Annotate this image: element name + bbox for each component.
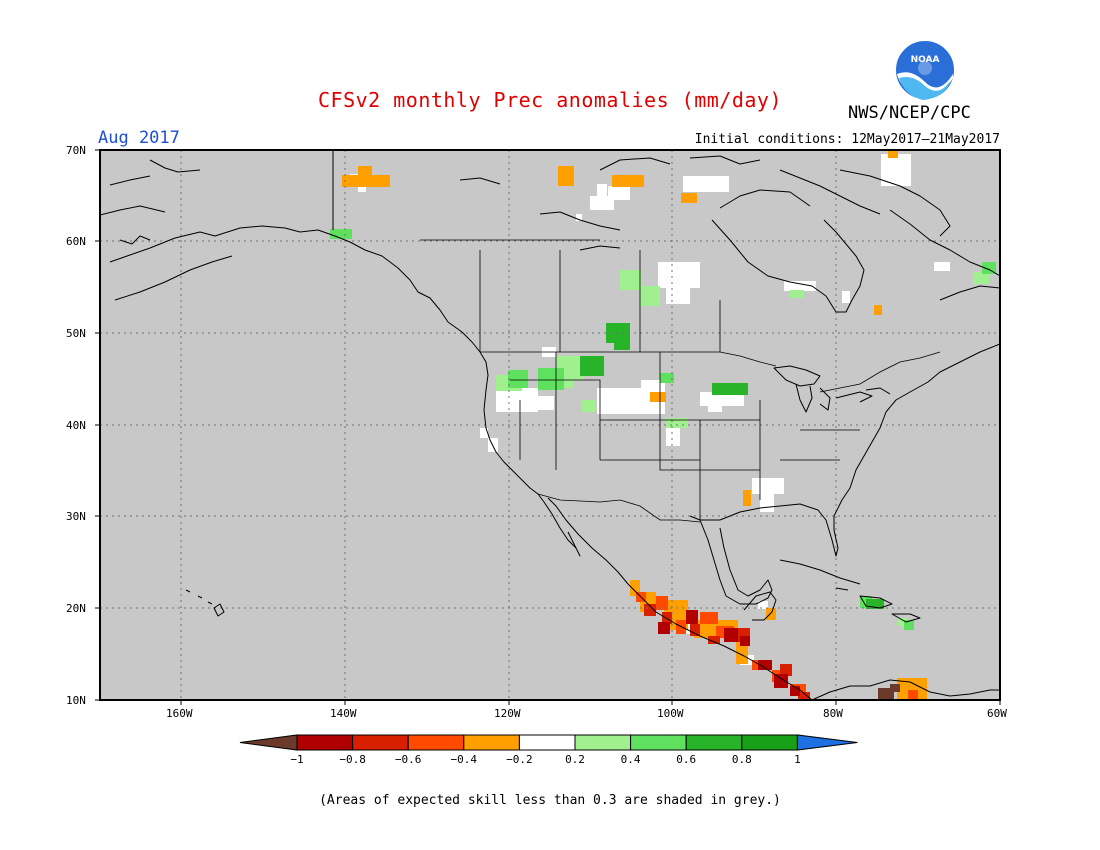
- tick-marks: [95, 149, 1001, 705]
- gridlines: [100, 150, 1000, 700]
- colorbar-tick-label: −0.4: [451, 753, 478, 766]
- forecast-month: Aug 2017: [98, 128, 180, 148]
- colorbar-segment: [574, 734, 632, 751]
- colorbar-segment: [352, 734, 409, 751]
- agency-label: NWS/NCEP/CPC: [848, 103, 971, 123]
- coastlines: [100, 150, 1000, 700]
- initial-conditions: Initial conditions: 12May2017–21May2017: [694, 132, 1000, 147]
- map-title: CFSv2 monthly Prec anomalies (mm/day): [317, 88, 783, 112]
- lat-label: 60N: [66, 235, 86, 248]
- colorbar-segment: [630, 734, 687, 751]
- lon-label: 160W: [166, 707, 193, 720]
- colorbar-arrow-low: [239, 734, 298, 751]
- anomaly-cells: [330, 150, 996, 700]
- lat-label: 50N: [66, 327, 86, 340]
- lon-label: 100W: [657, 707, 684, 720]
- colorbar-tick-label: −0.2: [506, 753, 533, 766]
- lon-label: 140W: [330, 707, 357, 720]
- lat-label: 20N: [66, 602, 86, 615]
- colorbar-tick-label: 0.8: [732, 753, 752, 766]
- lon-label: 120W: [494, 707, 521, 720]
- colorbar-segment: [685, 734, 743, 751]
- lat-label: 40N: [66, 419, 86, 432]
- colorbar-segment: [296, 734, 354, 751]
- lon-label: 80W: [823, 707, 843, 720]
- lat-label: 10N: [66, 694, 86, 707]
- colorbar-tick-label: −0.8: [339, 753, 366, 766]
- colorbar-segment: [518, 734, 576, 751]
- colorbar-segment: [741, 734, 798, 751]
- colorbar-tick-label: 1: [794, 753, 801, 766]
- colorbar-tick-label: −0.6: [395, 753, 422, 766]
- logo-text: NOAA: [911, 55, 940, 65]
- skill-footnote: (Areas of expected skill less than 0.3 a…: [319, 793, 781, 808]
- colorbar-segment: [407, 734, 465, 751]
- colorbar-tick-label: 0.4: [621, 753, 641, 766]
- colorbar-tick-label: 0.6: [676, 753, 696, 766]
- colorbar: −1 −0.8 −0.6 −0.4 −0.2 0.2 0.4 0.6 0.8 1: [239, 734, 858, 766]
- colorbar-tick-label: −1: [290, 753, 303, 766]
- lat-label: 30N: [66, 510, 86, 523]
- colorbar-segment: [463, 734, 520, 751]
- political-borders: [420, 239, 941, 523]
- lon-label: 60W: [987, 707, 1007, 720]
- lat-label: 70N: [66, 144, 86, 157]
- colorbar-arrow-high: [796, 734, 858, 751]
- noaa-logo-icon: NOAA: [894, 39, 956, 101]
- colorbar-tick-label: 0.2: [565, 753, 585, 766]
